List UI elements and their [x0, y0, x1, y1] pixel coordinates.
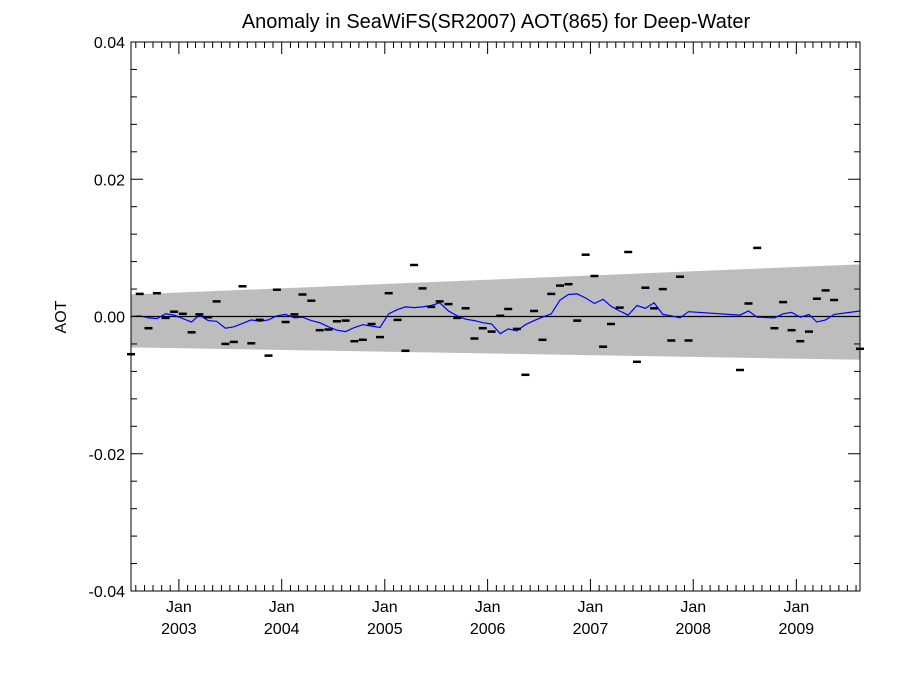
x-tick-year-label: 2007 [573, 621, 609, 638]
x-tick-year-label: 2006 [470, 621, 506, 638]
x-tick-month-label: Jan [680, 599, 706, 616]
x-tick-year-label: 2009 [779, 621, 815, 638]
x-tick-year-label: 2008 [675, 621, 711, 638]
x-tick-month-label: Jan [166, 599, 192, 616]
x-axis-ticks: Jan 2003 Jan 2004 Jan 2005 Jan 2006 Jan 2007 Jan 20… [135, 42, 857, 638]
x-tick-year-label: 2004 [264, 621, 300, 638]
uncertainty-band-layer [131, 264, 860, 360]
y-tick-label: 0.02 [94, 172, 125, 189]
y-tick-label: 0.04 [94, 35, 125, 52]
chart-title: Anomaly in SeaWiFS(SR2007) AOT(865) for … [242, 11, 751, 33]
uncertainty-band [131, 264, 860, 360]
x-tick-month-label: Jan [783, 599, 809, 616]
smoothed-anomaly-line [130, 293, 861, 335]
x-tick-year-label: 2003 [161, 621, 197, 638]
x-tick-month-label: Jan [269, 599, 295, 616]
y-tick-label: -0.02 [89, 447, 126, 464]
x-tick-month-label: Jan [578, 599, 604, 616]
y-tick-label: -0.04 [89, 584, 126, 601]
y-axis-ticks: 0.04 0.02 0.00 -0.02 -0.04 [89, 35, 860, 601]
x-tick-year-label: 2005 [367, 621, 403, 638]
smoothed-anomaly-layer [130, 293, 861, 335]
x-tick-month-label: Jan [372, 599, 398, 616]
monthly-anomaly-layer [127, 246, 864, 377]
y-axis-label: AOT [53, 300, 70, 333]
x-tick-month-label: Jan [475, 599, 501, 616]
y-tick-label: 0.00 [94, 310, 125, 327]
